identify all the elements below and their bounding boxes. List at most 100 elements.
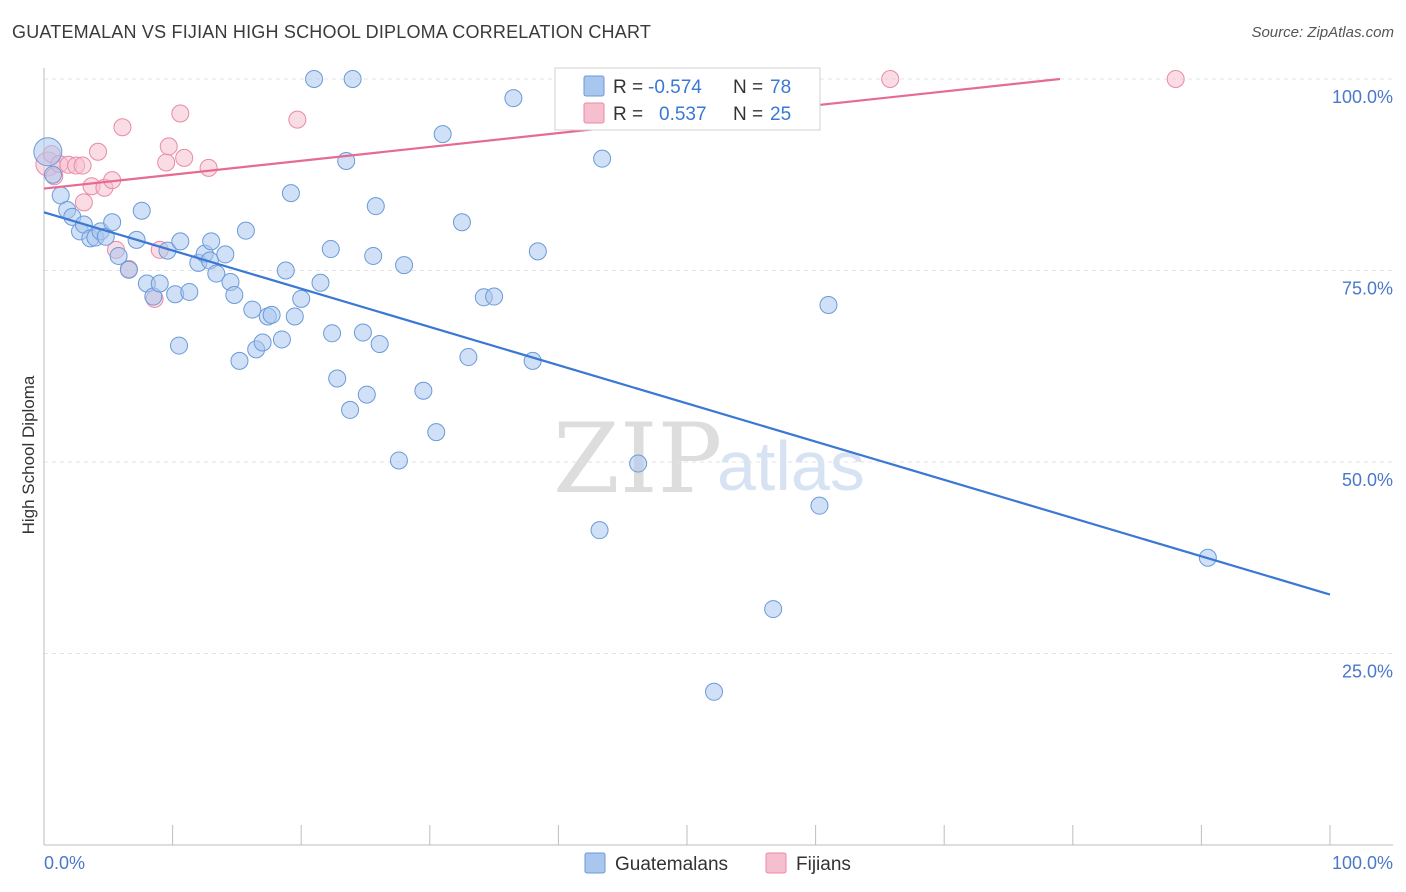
fijians-point	[288, 110, 307, 129]
chart-source: Source: ZipAtlas.com	[1251, 24, 1394, 41]
legend-label-fijians: Fijians	[796, 854, 851, 875]
guatemalans-point	[180, 282, 199, 301]
legend-swatch-guatemalans	[584, 852, 606, 874]
guatemalans-point	[170, 336, 189, 355]
legend-label-guatemalans: Guatemalans	[615, 854, 728, 875]
watermark: ZIP atlas	[553, 403, 865, 515]
y-tick-label: 25.0%	[1342, 662, 1393, 682]
fijians-point	[159, 137, 178, 156]
guatemalans-point	[343, 70, 362, 88]
stats-box: R = -0.574 N = 78 R = 0.537 N = 25	[554, 67, 821, 131]
fijians-trend-line	[43, 77, 1061, 190]
guatemalans-point	[366, 197, 385, 216]
guatemalans-point	[389, 451, 408, 470]
y-axis-label: High School Diploma	[19, 375, 38, 534]
y-tick-label: 100.0%	[1332, 87, 1393, 107]
guatemalans-point	[593, 149, 612, 168]
chart-title: GUATEMALAN VS FIJIAN HIGH SCHOOL DIPLOMA…	[12, 22, 652, 42]
guatemalans-point	[44, 165, 63, 184]
guatemalans-point	[528, 242, 547, 261]
watermark-atlas: atlas	[717, 427, 865, 505]
legend-item-fijians[interactable]: Fijians	[765, 852, 851, 875]
guatemalans-point	[629, 454, 648, 473]
guatemalans-point	[132, 201, 151, 220]
legend: Guatemalans Fijians	[584, 852, 851, 875]
guatemalans-point	[202, 232, 221, 251]
fijians-point	[113, 118, 132, 137]
guatemalans-points	[33, 70, 1217, 701]
fijians-point	[157, 153, 176, 172]
legend-swatch-fijians	[765, 852, 787, 874]
y-tick-label: 75.0%	[1342, 279, 1393, 299]
guatemalans-point	[357, 385, 376, 404]
x-tick-label: 100.0%	[1332, 853, 1393, 873]
stats-swatch-guatemalans	[583, 75, 605, 97]
legend-item-guatemalans[interactable]: Guatemalans	[584, 852, 728, 875]
stats-n-value-fijians: 25	[770, 104, 791, 125]
guatemalans-point	[207, 264, 226, 283]
guatemalans-point	[370, 335, 389, 354]
fijians-point	[74, 193, 93, 212]
x-tick-label: 0.0%	[44, 853, 85, 873]
guatemalans-trend-line	[43, 211, 1331, 596]
guatemalans-point	[119, 260, 138, 279]
guatemalans-point	[236, 221, 255, 240]
guatemalans-point	[427, 423, 446, 442]
guatemalans-point	[272, 330, 291, 349]
fijians-point	[73, 156, 92, 175]
fijians-point	[89, 142, 108, 161]
fijians-point	[199, 158, 218, 177]
guatemalans-point	[243, 300, 262, 319]
guatemalans-point	[33, 137, 63, 167]
guatemalans-point	[285, 307, 304, 326]
guatemalans-point	[433, 125, 452, 144]
guatemalans-point	[262, 305, 281, 324]
guatemalans-point	[323, 324, 342, 343]
guatemalans-point	[810, 496, 829, 515]
stats-n-label-fijians: N =	[733, 104, 763, 125]
trend-lines	[43, 77, 1331, 596]
guatemalans-point	[590, 521, 609, 540]
stats-n-value-guatemalans: 78	[770, 77, 791, 98]
guatemalans-point	[364, 246, 383, 265]
guatemalans-point	[353, 323, 372, 342]
fijians-point	[171, 104, 190, 123]
guatemalans-point	[230, 351, 249, 370]
stats-n-label-guatemalans: N =	[733, 77, 763, 98]
fijians-point	[1166, 70, 1185, 88]
y-tick-label: 50.0%	[1342, 470, 1393, 490]
guatemalans-point	[819, 295, 838, 314]
guatemalans-point	[321, 240, 340, 259]
fijians-point	[175, 148, 194, 167]
guatemalans-point	[216, 245, 235, 264]
axes: 25.0% 50.0% 75.0% 100.0% 0.0% 100.0%	[43, 68, 1393, 873]
stats-swatch-fijians	[583, 102, 605, 124]
guatemalans-point	[504, 89, 523, 108]
guatemalans-point	[452, 213, 471, 232]
guatemalans-point	[305, 70, 324, 88]
guatemalans-point	[328, 369, 347, 388]
stats-r-value-guatemalans: -0.574	[648, 77, 702, 98]
guatemalans-point	[764, 600, 783, 619]
guatemalans-point	[171, 232, 190, 251]
guatemalans-point	[311, 273, 330, 292]
guatemalans-point	[225, 286, 244, 305]
guatemalans-point	[281, 184, 300, 203]
guatemalans-point	[253, 333, 272, 352]
guatemalans-point	[705, 682, 724, 701]
guatemalans-point	[103, 213, 122, 232]
guatemalans-point	[395, 256, 414, 275]
stats-r-label-guatemalans: R =	[613, 77, 643, 98]
fijians-point	[881, 70, 900, 88]
guatemalans-point	[414, 381, 433, 400]
stats-r-value-fijians: 0.537	[659, 104, 707, 125]
guatemalans-point	[276, 261, 295, 280]
guatemalans-point	[341, 400, 360, 419]
guatemalans-point	[292, 289, 311, 308]
guatemalans-point	[109, 246, 128, 265]
guatemalans-point	[150, 274, 169, 293]
stats-r-label-fijians: R =	[613, 104, 643, 125]
guatemalans-point	[485, 287, 504, 306]
guatemalans-point	[459, 348, 478, 367]
